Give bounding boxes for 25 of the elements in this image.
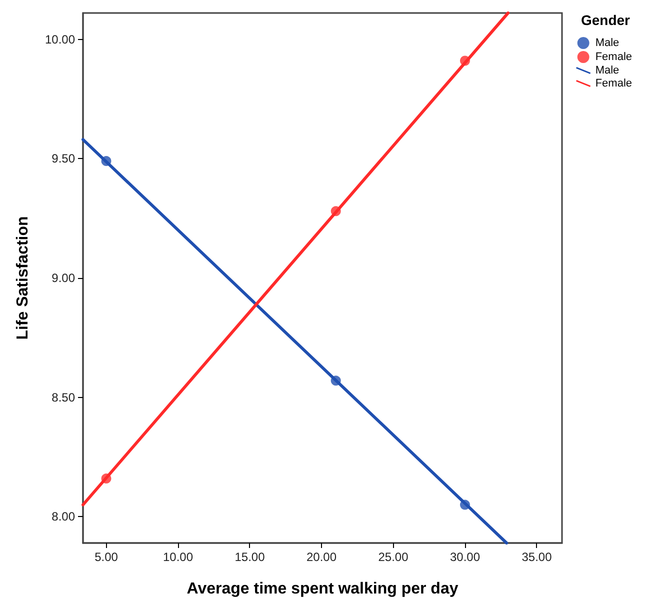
legend-label: Female — [595, 78, 632, 90]
y-tick-label: 8.50 — [52, 390, 76, 404]
x-tick-label: 15.00 — [234, 550, 266, 564]
x-axis-title: Average time spent walking per day — [186, 580, 458, 598]
y-tick-label: 9.00 — [52, 271, 76, 285]
point — [101, 474, 112, 484]
point — [101, 156, 112, 166]
legend-title: Gender — [580, 12, 631, 28]
point — [460, 56, 470, 66]
x-tick-label: 5.00 — [94, 550, 118, 564]
x-tick-label: 20.00 — [306, 550, 337, 564]
legend-label: Male — [595, 64, 620, 76]
y-tick-label: 9.50 — [52, 152, 76, 166]
x-tick-label: 25.00 — [378, 550, 409, 564]
point — [460, 500, 470, 510]
y-tick-label: 8.00 — [52, 510, 76, 524]
legend-label: Female — [595, 51, 632, 63]
point — [330, 206, 341, 216]
y-tick-label: 10.00 — [44, 32, 76, 46]
legend-label: Male — [595, 37, 620, 49]
x-tick-label: 35.00 — [522, 550, 552, 564]
x-tick-label: 30.00 — [450, 550, 480, 564]
y-axis-title: Life Satisfaction — [14, 216, 32, 340]
x-tick-label: 10.00 — [162, 550, 194, 564]
point — [330, 376, 341, 386]
